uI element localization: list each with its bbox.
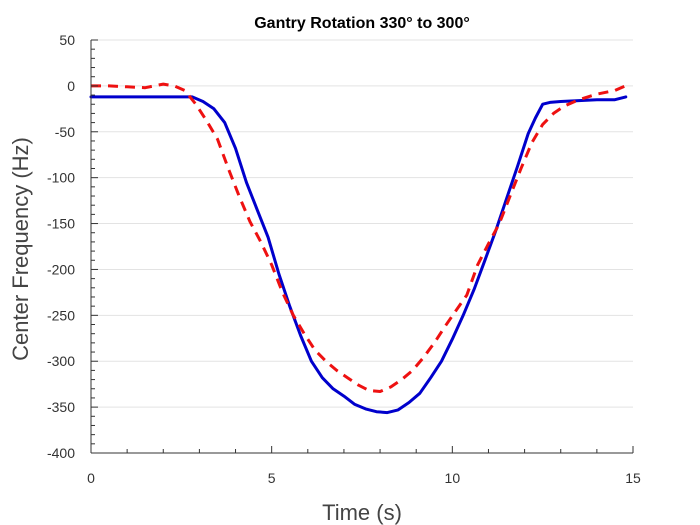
x-axis-label: Time (s) — [322, 500, 402, 525]
y-tick-label: -400 — [47, 445, 75, 461]
chart-title: Gantry Rotation 330° to 300° — [254, 15, 470, 32]
axes — [90, 40, 633, 454]
ticks: 50 0 -50 -100 -150 -200 -250 -300 -350 -400 0 5 10 15 — [47, 32, 641, 486]
y-tick-label: -350 — [47, 399, 75, 415]
y-tick-label: -100 — [47, 170, 75, 186]
y-tick-label: -150 — [47, 216, 75, 232]
y-tick-label: 50 — [59, 32, 75, 48]
x-tick-label: 15 — [625, 470, 641, 486]
y-axis-label: Center Frequency (Hz) — [8, 137, 33, 361]
series-line-1 — [89, 95, 628, 415]
y-tick-label: -50 — [55, 124, 75, 140]
x-tick-label: 0 — [87, 470, 95, 486]
y-tick-label: -250 — [47, 307, 75, 323]
y-tick-label: 0 — [67, 78, 75, 94]
series-group — [89, 82, 631, 415]
y-tick-label: -300 — [47, 353, 75, 369]
y-tick-label: -200 — [47, 261, 75, 277]
x-tick-label: 5 — [268, 470, 276, 486]
series-line-2 — [91, 82, 631, 393]
x-tick-label: 10 — [445, 470, 461, 486]
